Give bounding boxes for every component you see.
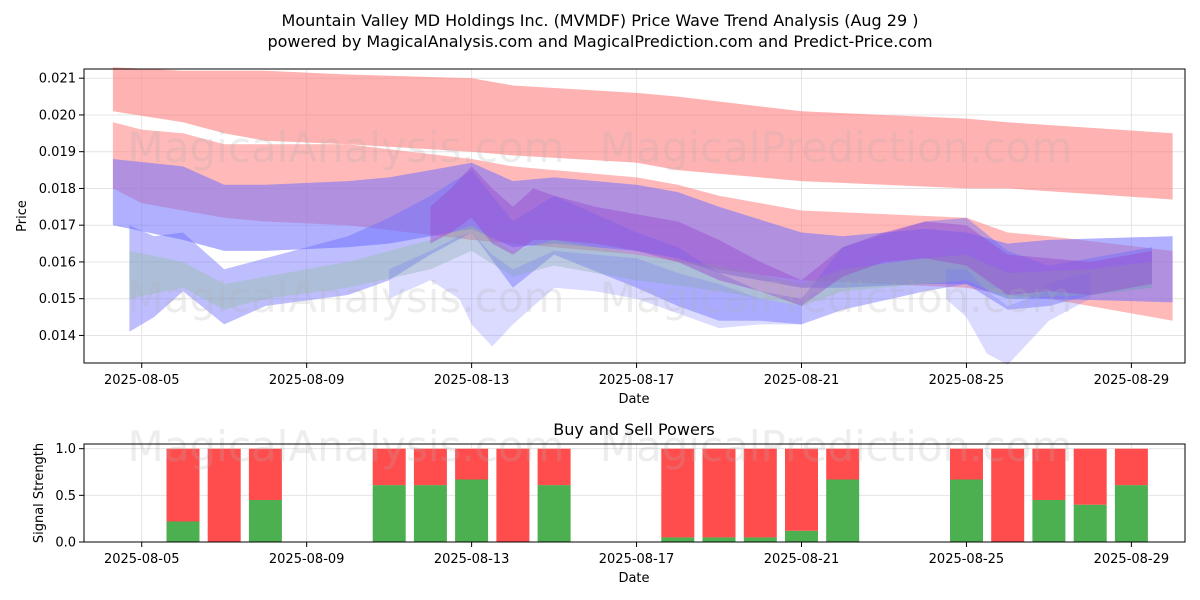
signal-x-tick-label: 2025-08-13 <box>434 552 510 567</box>
buy-bar <box>785 530 818 542</box>
price-x-tick-label: 2025-08-29 <box>1094 373 1170 388</box>
price-bands <box>112 67 1173 365</box>
sell-bar <box>826 448 860 480</box>
signal-x-tick-label: 2025-08-05 <box>104 552 180 567</box>
price-y-tick-label: 0.017 <box>39 219 76 234</box>
signal-x-tick-label: 2025-08-29 <box>1094 552 1170 567</box>
buy-bar <box>1032 500 1066 542</box>
signal-x-tick-label: 2025-08-17 <box>599 552 675 567</box>
signal-x-label: Date <box>618 571 649 586</box>
buy-sell-chart: Buy and Sell Powers MagicalAnalysis.com … <box>32 420 1186 586</box>
figure-subtitle: powered by MagicalAnalysis.com and Magic… <box>267 32 932 51</box>
sell-bar <box>991 448 1025 542</box>
price-x-tick-label: 2025-08-17 <box>599 373 675 388</box>
sell-bar <box>743 448 777 538</box>
buy-bar <box>950 479 983 542</box>
buy-bar <box>661 537 695 542</box>
sell-bar <box>950 448 983 480</box>
watermark-prediction-top: MagicalPrediction.com <box>600 123 1073 172</box>
price-x-label: Date <box>618 392 649 407</box>
band-dip-blue-band <box>389 232 802 347</box>
price-x-tick-label: 2025-08-05 <box>104 373 180 388</box>
sell-bar <box>248 448 282 500</box>
price-y-tick-label: 0.019 <box>39 145 76 160</box>
sell-bar <box>207 448 241 542</box>
buy-bar <box>1073 504 1107 542</box>
buy-sell-title: Buy and Sell Powers <box>553 420 715 439</box>
price-wave-chart: MagicalAnalysis.com MagicalPrediction.co… <box>15 67 1186 407</box>
sell-bar <box>496 448 530 542</box>
price-y-tick-label: 0.021 <box>39 72 76 87</box>
price-x-tick-label: 2025-08-09 <box>269 373 345 388</box>
price-y-tick-label: 0.018 <box>39 182 76 197</box>
signal-y-tick-label: 0.0 <box>55 536 76 551</box>
signal-y-ticks: 0.0 0.5 1.0 <box>55 442 84 551</box>
buy-bar <box>248 500 282 542</box>
price-x-tick-label: 2025-08-25 <box>929 373 1005 388</box>
buy-bar <box>166 521 200 542</box>
price-x-tick-label: 2025-08-21 <box>764 373 840 388</box>
buy-bar <box>702 537 736 542</box>
price-y-tick-label: 0.016 <box>39 255 76 270</box>
signal-x-tick-label: 2025-08-25 <box>929 552 1005 567</box>
price-axes-frame <box>83 68 1186 364</box>
price-y-tick-label: 0.020 <box>39 108 76 123</box>
band-dip-blue-band-2 <box>945 269 1091 365</box>
band-upper-blue-band <box>112 159 1173 303</box>
sell-bar <box>413 448 447 486</box>
sell-bar <box>166 448 200 522</box>
signal-bars <box>166 448 1148 542</box>
signal-y-label: Signal Strength <box>32 443 47 543</box>
signal-x-tick-label: 2025-08-21 <box>764 552 840 567</box>
sell-bar <box>702 448 736 538</box>
band-upper-red-band <box>112 67 1173 200</box>
watermark-analysis-top: MagicalAnalysis.com <box>128 123 565 172</box>
sell-bar <box>372 448 406 486</box>
sell-bar <box>1114 448 1148 486</box>
signal-axes-frame <box>83 443 1186 543</box>
band-green-band <box>129 225 1152 310</box>
signal-x-tick-label: 2025-08-09 <box>269 552 345 567</box>
figure-title: Mountain Valley MD Holdings Inc. (MVMDF)… <box>282 11 919 30</box>
watermark-analysis-mid: MagicalAnalysis.com <box>128 273 565 322</box>
sell-bar <box>537 448 571 486</box>
sell-bar <box>1032 448 1066 500</box>
price-y-label: Price <box>15 200 30 232</box>
buy-bar <box>826 479 860 542</box>
watermark-prediction-mid: MagicalPrediction.com <box>600 273 1073 322</box>
price-x-tick-label: 2025-08-13 <box>434 373 510 388</box>
price-x-ticks: 2025-08-05 2025-08-09 2025-08-13 2025-08-17… <box>104 363 1169 388</box>
price-y-ticks: 0.014 0.015 0.016 0.017 0.018 0.019 0.020 0.021 <box>39 72 84 344</box>
signal-y-tick-label: 0.5 <box>55 489 76 504</box>
buy-bar <box>372 485 406 542</box>
price-y-tick-label: 0.014 <box>39 329 76 344</box>
price-y-tick-label: 0.015 <box>39 292 76 307</box>
sell-bar <box>661 448 695 538</box>
signal-y-tick-label: 1.0 <box>55 442 76 457</box>
buy-bar <box>413 485 447 542</box>
sell-bar <box>455 448 489 480</box>
sell-bar <box>1073 448 1107 505</box>
buy-bar <box>455 479 489 542</box>
buy-bar <box>537 485 571 542</box>
band-purple-wave-band <box>430 166 1152 306</box>
buy-bar <box>743 537 777 542</box>
buy-bar <box>1114 485 1148 542</box>
watermark-prediction-bottom: MagicalPrediction.com <box>600 422 1073 471</box>
sell-bar <box>785 448 818 531</box>
watermark-analysis-bottom: MagicalAnalysis.com <box>128 422 565 471</box>
band-lower-blue-band <box>129 170 1152 332</box>
signal-x-ticks: 2025-08-05 2025-08-09 2025-08-13 2025-08-17… <box>104 542 1169 567</box>
